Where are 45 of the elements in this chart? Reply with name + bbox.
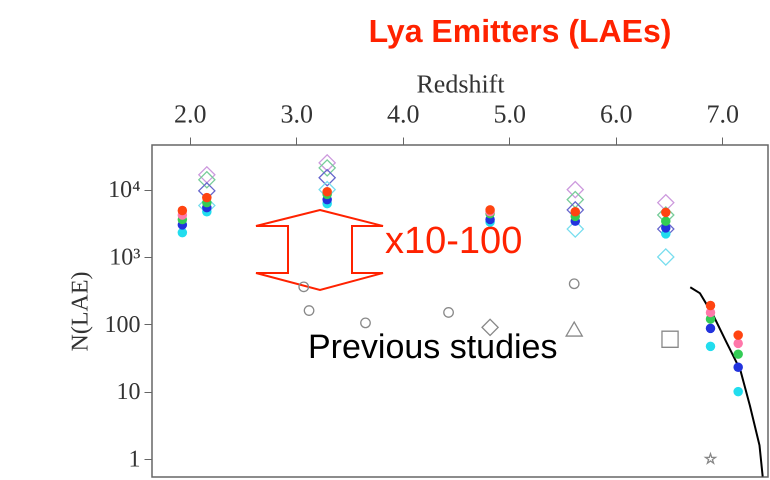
point	[568, 278, 580, 290]
point	[733, 362, 743, 372]
point	[198, 171, 216, 188]
chart-title: Lya Emitters (LAEs)	[368, 13, 672, 49]
x-tick-label: 3.0	[280, 100, 314, 128]
point	[443, 307, 454, 318]
point	[178, 228, 188, 238]
point	[202, 192, 212, 202]
x-tick-label: 7.0	[706, 100, 739, 128]
point	[298, 281, 310, 292]
point	[733, 330, 743, 340]
x-axis-title: Redshift	[416, 70, 506, 98]
point	[566, 190, 584, 208]
y-tick-label: 1	[128, 446, 140, 472]
y-axis-title: N(LAE)	[68, 272, 94, 352]
point	[704, 453, 716, 464]
point	[178, 206, 188, 216]
point	[198, 166, 216, 184]
y-tick-label: 10⁴	[108, 177, 140, 204]
point	[733, 338, 743, 348]
point	[733, 386, 743, 396]
x-tick-label: 5.0	[494, 100, 526, 128]
line-series	[689, 286, 764, 477]
point	[566, 180, 584, 198]
point	[661, 216, 671, 226]
x-tick-label: 2.0	[174, 100, 207, 128]
point	[661, 330, 679, 348]
point	[706, 342, 716, 352]
point	[657, 248, 674, 266]
y-tick-label: 10³	[109, 244, 140, 270]
x-tick-label: 4.0	[387, 100, 420, 128]
point	[706, 324, 716, 334]
point	[318, 159, 336, 177]
y-tick-label: 10	[116, 379, 140, 406]
point	[565, 321, 583, 337]
y-tick-label: 100	[104, 312, 140, 338]
point	[318, 169, 336, 186]
point	[706, 300, 716, 310]
point	[360, 317, 371, 328]
annotation: Previous studies	[308, 328, 558, 366]
point	[318, 154, 336, 172]
x-tick-label: 6.0	[600, 100, 632, 128]
annotation: x10-100	[385, 220, 522, 262]
point	[304, 305, 314, 316]
point	[733, 349, 743, 359]
